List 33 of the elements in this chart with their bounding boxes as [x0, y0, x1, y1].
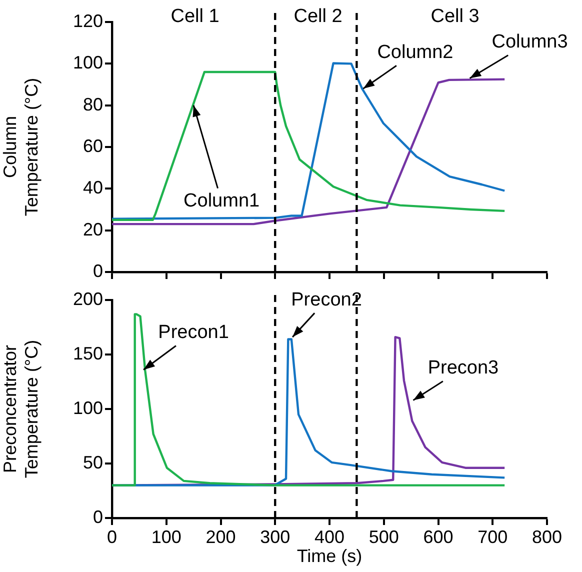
y-tick-label: 0	[92, 506, 103, 527]
y-axis-title: Preconcentrator Temperature (°C)	[0, 340, 42, 478]
x-tick-label: 600	[423, 526, 454, 547]
x-tick-label: 100	[151, 526, 182, 547]
y-tick-label: 0	[92, 260, 103, 281]
x-tick-label: 200	[206, 526, 236, 547]
annotation: Cell 3	[430, 6, 480, 28]
x-axis-title: Time (s)	[296, 546, 362, 566]
annotation: Precon1	[158, 322, 229, 343]
annotation: Column2	[377, 42, 454, 63]
y-tick-label: 80	[82, 94, 103, 114]
y-tick-label: 50	[82, 452, 103, 472]
x-tick-label: 700	[478, 526, 508, 547]
annotation: Cell 2	[294, 6, 342, 28]
y-tick-label: 20	[82, 219, 103, 240]
y-tick-label: 100	[72, 52, 103, 73]
y-tick-label: 120	[72, 10, 103, 31]
y-tick-label: 150	[72, 343, 103, 364]
y-axis-title: Column Temperature (°C)	[0, 78, 42, 216]
x-tick-label: 400	[314, 526, 345, 547]
x-tick-label: 0	[106, 526, 118, 547]
annotation: Precon2	[291, 289, 362, 310]
y-tick-label: 200	[72, 288, 103, 309]
y-tick-label: 40	[82, 178, 103, 198]
annotation: Column3	[492, 31, 568, 52]
y-tick-label: 100	[72, 398, 103, 418]
x-tick-label: 800	[532, 526, 562, 547]
annotation: Precon3	[428, 358, 499, 379]
x-tick-label: 500	[368, 526, 399, 547]
annotation: Cell 1	[170, 6, 220, 28]
y-tick-label: 60	[82, 136, 103, 156]
x-tick-label: 300	[260, 526, 290, 547]
annotation: Column1	[184, 190, 260, 212]
